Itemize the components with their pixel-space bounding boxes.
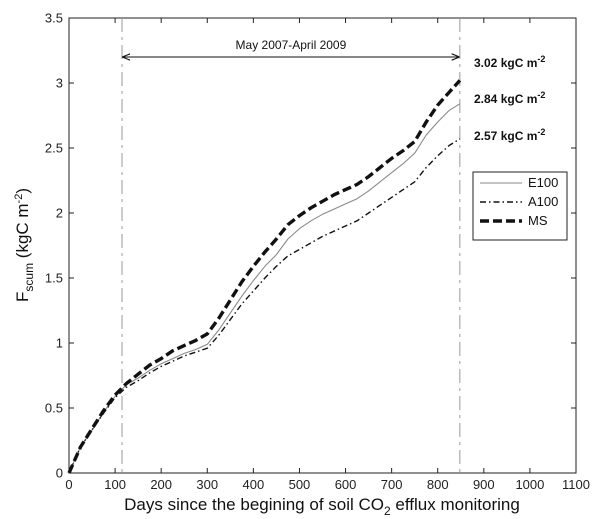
series-line-e100: [68, 103, 461, 474]
x-tick-label: 0: [65, 477, 72, 492]
x-tick-label: 500: [289, 477, 311, 492]
end-value-labels: 3.02 kgC m-2 2.84 kgC m-2 2.57 kgC m-2: [474, 54, 545, 143]
y-tick-label: 0: [56, 466, 63, 481]
x-axis-label: Days since the begining of soil CO2 effl…: [124, 495, 520, 518]
y-tick-label: 3: [56, 76, 63, 91]
x-tick-label: 800: [427, 477, 449, 492]
legend-label-a100: A100: [528, 194, 558, 209]
period-label: May 2007-April 2009: [236, 38, 347, 52]
series-line-a100: [68, 138, 461, 474]
y-tick-label: 2: [56, 206, 63, 221]
x-axis-ticks: 0 100 200 300 400 500 600 700 800 900 1000 1100: [65, 18, 590, 492]
x-tick-label: 400: [243, 477, 265, 492]
legend-label-ms: MS: [528, 213, 548, 228]
y-tick-label: 2.5: [45, 141, 63, 156]
x-tick-label: 900: [473, 477, 495, 492]
x-tick-label: 200: [150, 477, 172, 492]
end-label-2.84: 2.84 kgC m-2: [474, 90, 545, 106]
x-tick-label: 100: [104, 477, 126, 492]
x-tick-label: 1100: [562, 477, 590, 492]
series-lines: [67, 79, 462, 474]
y-axis-label: Fscum (kgC m-2): [13, 188, 36, 302]
end-label-2.57: 2.57 kgC m-2: [474, 127, 545, 143]
legend: E100 A100 MS: [472, 171, 568, 241]
y-axis-ticks: 0 0.5 1 1.5 2 2.5 3 3.5: [45, 11, 576, 481]
y-tick-label: 0.5: [45, 401, 63, 416]
y-tick-label: 1: [56, 336, 63, 351]
plot-area-frame: [68, 17, 577, 474]
legend-label-e100: E100: [528, 175, 558, 190]
series-line-ms: [67, 79, 462, 474]
x-tick-label: 600: [335, 477, 357, 492]
x-tick-label: 1000: [515, 477, 544, 492]
x-tick-label: 700: [381, 477, 403, 492]
y-tick-label: 3.5: [45, 11, 63, 26]
x-tick-label: 300: [196, 477, 218, 492]
y-tick-label: 1.5: [45, 271, 63, 286]
end-label-3.02: 3.02 kgC m-2: [474, 54, 545, 70]
